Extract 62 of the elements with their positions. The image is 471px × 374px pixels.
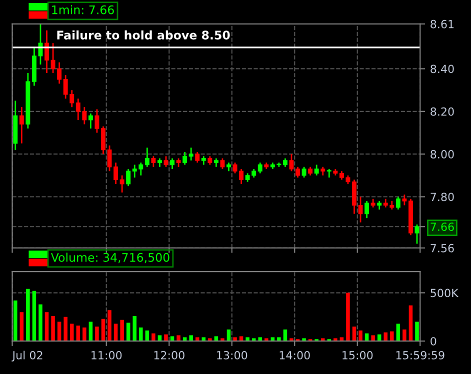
bar xyxy=(358,330,362,342)
bar xyxy=(139,328,143,342)
bar xyxy=(101,318,106,342)
bar xyxy=(396,324,400,342)
y-tick-label: 500K xyxy=(430,288,459,298)
x-tick-label: Jul 02 xyxy=(12,350,42,362)
bar xyxy=(208,338,212,342)
bar xyxy=(290,338,294,342)
bar xyxy=(334,338,338,342)
bar xyxy=(246,337,250,342)
bar xyxy=(371,335,375,342)
y-tick-label: 7.56 xyxy=(430,244,454,252)
bar xyxy=(82,328,86,342)
bar xyxy=(51,316,55,342)
bar xyxy=(26,288,30,342)
bar xyxy=(126,322,130,342)
y-tick-label: 8.61 xyxy=(430,20,454,28)
x-tick-label: 12:00 xyxy=(154,351,184,360)
bar xyxy=(152,333,156,342)
y-tick-label: 7.80 xyxy=(430,192,454,202)
bar xyxy=(132,316,136,342)
bar xyxy=(70,324,74,342)
bar xyxy=(415,322,419,342)
bar xyxy=(408,305,413,342)
y-tick-label: 8.40 xyxy=(430,64,454,74)
y-tick-label: 0 xyxy=(430,337,436,346)
bar xyxy=(264,338,268,342)
chart-title: Volume: 34,716,500 xyxy=(50,252,170,264)
bar xyxy=(120,320,124,342)
x-tick-label: 13:00 xyxy=(217,351,248,360)
bar xyxy=(32,290,36,342)
bar xyxy=(390,331,394,342)
y-tick-label: 7.66 xyxy=(430,222,454,232)
x-tick-label: 11:00 xyxy=(92,351,122,360)
bar xyxy=(258,337,262,342)
y-tick-label: 8.20 xyxy=(430,107,454,116)
x-tick-label: 14:00 xyxy=(280,351,310,360)
bar xyxy=(352,326,356,342)
annotation: Failure to hold above 8.50 xyxy=(57,30,230,40)
bar xyxy=(233,337,237,342)
bar xyxy=(44,312,49,342)
bar xyxy=(277,337,281,342)
bar xyxy=(302,338,306,342)
bar xyxy=(164,334,168,342)
chart-title: 1min: 7.66 xyxy=(52,5,114,14)
bar xyxy=(220,338,224,342)
bar xyxy=(95,326,99,342)
bar xyxy=(14,300,18,342)
bar xyxy=(346,292,350,342)
bar xyxy=(20,312,24,342)
bar xyxy=(402,329,406,342)
bar xyxy=(76,326,80,342)
bar xyxy=(108,310,112,342)
bar xyxy=(176,335,180,342)
bar xyxy=(38,304,42,342)
bar xyxy=(189,335,193,342)
x-tick-label: 15:59:59 xyxy=(396,351,444,360)
bar xyxy=(384,332,388,342)
x-tick-label: 15:00 xyxy=(342,351,373,360)
bar xyxy=(114,324,118,342)
y-tick-label: 8.00 xyxy=(430,150,454,158)
bar xyxy=(64,316,68,342)
